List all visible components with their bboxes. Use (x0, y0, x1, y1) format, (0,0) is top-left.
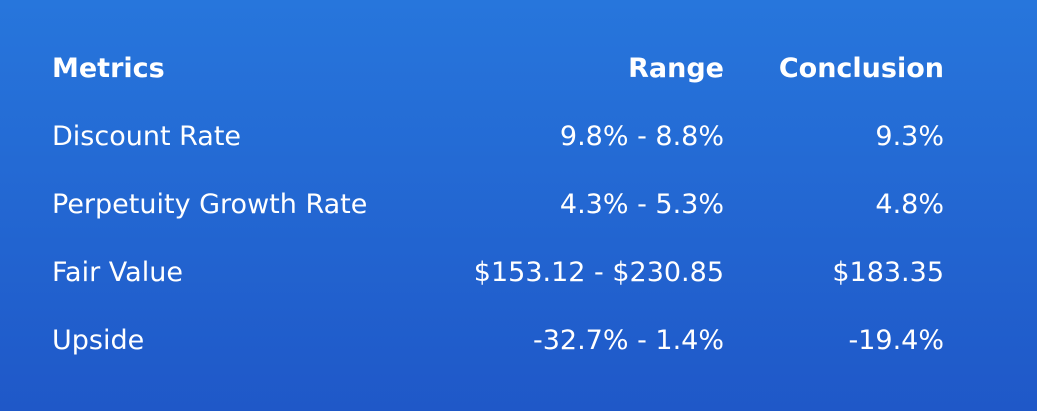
header-cell: Range (628, 52, 724, 84)
header-row: Metrics Range Conclusion (52, 34, 944, 102)
table-cell: -32.7% - 1.4% (532, 324, 724, 356)
table-row: Fair Value $153.12 - $230.85 $183.35 (52, 238, 944, 306)
table-cell: $153.12 - $230.85 (473, 256, 724, 288)
table-cell: 4.3% - 5.3% (559, 188, 724, 220)
table-cell: -19.4% (848, 324, 944, 356)
table-cell: 9.8% - 8.8% (559, 120, 724, 152)
table-cell: Discount Rate (52, 120, 242, 152)
metrics-table: Metrics Range Conclusion Discount Rate 9.8%… (52, 34, 944, 374)
table-cell: Fair Value (52, 256, 183, 288)
header-cell: Conclusion (778, 52, 944, 84)
table-row: Upside -32.7% - 1.4% -19.4% (52, 306, 944, 374)
table-row: Perpetuity Growth Rate 4.3% - 5.3% 4.8% (52, 170, 944, 238)
table-cell: $183.35 (832, 256, 944, 288)
table-cell: Perpetuity Growth Rate (52, 188, 368, 220)
table-cell: 4.8% (875, 188, 944, 220)
table-row: Discount Rate 9.8% - 8.8% 9.3% (52, 102, 944, 170)
table-cell: 9.3% (875, 120, 944, 152)
table-cell: Upside (52, 324, 145, 356)
table-body: Discount Rate 9.8% - 8.8% 9.3% Perpetuity G… (52, 102, 944, 374)
header-cell: Metrics (52, 52, 165, 84)
